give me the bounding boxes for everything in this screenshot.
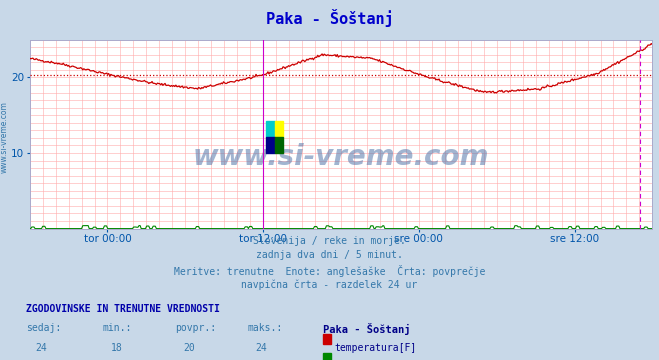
Text: navpična črta - razdelek 24 ur: navpična črta - razdelek 24 ur <box>241 279 418 289</box>
Text: Slovenija / reke in morje.: Slovenija / reke in morje. <box>253 236 406 246</box>
Text: min.:: min.: <box>102 323 132 333</box>
Text: 24: 24 <box>35 343 47 353</box>
Text: povpr.:: povpr.: <box>175 323 215 333</box>
Text: Paka - Šoštanj: Paka - Šoštanj <box>323 323 411 335</box>
Text: 24: 24 <box>256 343 268 353</box>
Text: zadnja dva dni / 5 minut.: zadnja dva dni / 5 minut. <box>256 250 403 260</box>
Text: www.si-vreme.com: www.si-vreme.com <box>193 143 489 171</box>
Text: Paka - Šoštanj: Paka - Šoštanj <box>266 9 393 27</box>
Text: sedaj:: sedaj: <box>26 323 61 333</box>
Text: maks.:: maks.: <box>247 323 282 333</box>
Text: www.si-vreme.com: www.si-vreme.com <box>0 101 9 173</box>
Text: Meritve: trenutne  Enote: anglešaške  Črta: povprečje: Meritve: trenutne Enote: anglešaške Črta… <box>174 265 485 276</box>
Text: temperatura[F]: temperatura[F] <box>335 343 417 353</box>
Text: 20: 20 <box>183 343 195 353</box>
Text: ZGODOVINSKE IN TRENUTNE VREDNOSTI: ZGODOVINSKE IN TRENUTNE VREDNOSTI <box>26 304 220 314</box>
Text: 18: 18 <box>111 343 123 353</box>
